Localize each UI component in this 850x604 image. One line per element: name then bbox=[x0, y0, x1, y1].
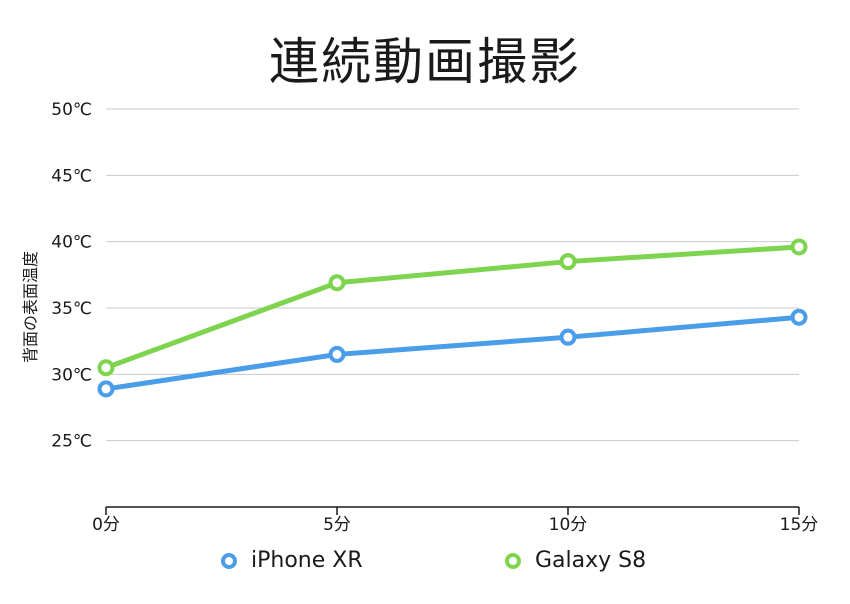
y-tick-label: 40℃ bbox=[51, 233, 92, 253]
x-tick-label: 0分 bbox=[92, 515, 120, 535]
series-2-point bbox=[559, 253, 577, 271]
legend-marker-icon bbox=[221, 552, 237, 569]
series-1-point bbox=[559, 328, 577, 346]
y-tick-label: 50℃ bbox=[51, 100, 92, 120]
series-2-point bbox=[97, 359, 115, 377]
series-line-2 bbox=[103, 244, 802, 371]
legend-label: iPhone XR bbox=[251, 548, 363, 573]
legend: iPhone XR Galaxy S8 bbox=[0, 548, 850, 578]
legend-item-series-1: iPhone XR bbox=[221, 548, 363, 573]
y-tick-label: 30℃ bbox=[51, 365, 92, 385]
series-2-point bbox=[328, 274, 346, 292]
legend-item-series-2: Galaxy S8 bbox=[505, 548, 646, 573]
y-tick-label: 35℃ bbox=[51, 299, 92, 319]
series-line-1 bbox=[103, 314, 802, 392]
chart-title: 連続動画撮影 bbox=[269, 33, 581, 91]
x-tick-label: 15分 bbox=[780, 515, 819, 535]
series-1-point bbox=[97, 380, 115, 398]
x-tick-label: 5分 bbox=[323, 515, 351, 535]
legend-marker-icon bbox=[505, 552, 521, 569]
y-tick-label: 45℃ bbox=[51, 166, 92, 186]
y-tick-label: 25℃ bbox=[51, 432, 92, 452]
series-2-point bbox=[790, 238, 808, 256]
x-tick-label: 10分 bbox=[549, 515, 588, 535]
series-1-point bbox=[790, 308, 808, 326]
legend-label: Galaxy S8 bbox=[535, 548, 647, 573]
series-1-point bbox=[328, 345, 346, 363]
